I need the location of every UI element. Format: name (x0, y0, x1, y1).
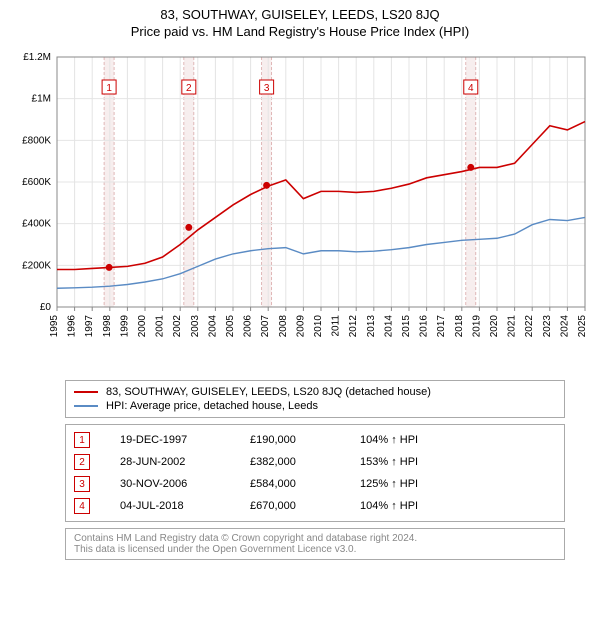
svg-text:2011: 2011 (331, 315, 342, 337)
marker-pct: 104% ↑ HPI (360, 434, 460, 446)
svg-text:2022: 2022 (524, 315, 535, 338)
footer-line1: Contains HM Land Registry data © Crown c… (74, 533, 556, 544)
marker-row: 2 28-JUN-2002 £382,000 153% ↑ HPI (74, 451, 556, 473)
svg-text:2002: 2002 (172, 315, 183, 338)
marker-table: 1 19-DEC-1997 £190,000 104% ↑ HPI 2 28-JUN-20… (65, 424, 565, 522)
svg-text:2020: 2020 (489, 315, 500, 338)
svg-text:2007: 2007 (260, 315, 271, 338)
marker-pct: 125% ↑ HPI (360, 478, 460, 490)
legend-label: 83, SOUTHWAY, GUISELEY, LEEDS, LS20 8JQ … (106, 386, 431, 398)
footer-attribution: Contains HM Land Registry data © Crown c… (65, 528, 565, 560)
marker-number-box: 1 (74, 432, 90, 448)
svg-text:2023: 2023 (542, 315, 553, 338)
svg-text:2004: 2004 (207, 315, 218, 338)
svg-text:1998: 1998 (102, 315, 113, 338)
svg-text:£1.2M: £1.2M (23, 52, 51, 63)
marker-price: £670,000 (250, 500, 330, 512)
svg-text:2000: 2000 (137, 315, 148, 338)
marker-price: £382,000 (250, 456, 330, 468)
marker-pct: 104% ↑ HPI (360, 500, 460, 512)
marker-number-box: 4 (74, 498, 90, 514)
svg-text:2019: 2019 (471, 315, 482, 338)
page-title: 83, SOUTHWAY, GUISELEY, LEEDS, LS20 8JQ (5, 7, 595, 22)
svg-text:2010: 2010 (313, 315, 324, 338)
svg-text:2005: 2005 (225, 315, 236, 338)
legend-item: HPI: Average price, detached house, Leed… (74, 399, 556, 413)
svg-text:2006: 2006 (243, 315, 254, 338)
svg-text:£800K: £800K (22, 135, 51, 146)
svg-text:£200K: £200K (22, 260, 51, 271)
svg-text:2012: 2012 (348, 315, 359, 338)
marker-date: 30-NOV-2006 (120, 478, 220, 490)
svg-text:2025: 2025 (577, 315, 588, 338)
svg-text:£1M: £1M (32, 94, 51, 105)
marker-number-box: 2 (74, 454, 90, 470)
svg-text:2017: 2017 (436, 315, 447, 338)
svg-text:3: 3 (264, 83, 270, 94)
svg-text:2013: 2013 (366, 315, 377, 338)
marker-date: 28-JUN-2002 (120, 456, 220, 468)
legend-swatch (74, 391, 98, 393)
svg-text:2014: 2014 (383, 315, 394, 338)
svg-text:2024: 2024 (559, 315, 570, 338)
svg-text:2015: 2015 (401, 315, 412, 338)
svg-text:£400K: £400K (22, 219, 51, 230)
svg-text:2: 2 (186, 83, 192, 94)
svg-text:2018: 2018 (454, 315, 465, 338)
marker-row: 1 19-DEC-1997 £190,000 104% ↑ HPI (74, 429, 556, 451)
svg-text:2009: 2009 (295, 315, 306, 338)
marker-date: 19-DEC-1997 (120, 434, 220, 446)
svg-text:2008: 2008 (278, 315, 289, 338)
legend-label: HPI: Average price, detached house, Leed… (106, 400, 318, 412)
svg-text:2021: 2021 (507, 315, 518, 338)
footer-line2: This data is licensed under the Open Gov… (74, 544, 556, 555)
svg-text:1: 1 (106, 83, 112, 94)
legend: 83, SOUTHWAY, GUISELEY, LEEDS, LS20 8JQ … (65, 380, 565, 418)
legend-item: 83, SOUTHWAY, GUISELEY, LEEDS, LS20 8JQ … (74, 385, 556, 399)
marker-price: £190,000 (250, 434, 330, 446)
page-subtitle: Price paid vs. HM Land Registry's House … (5, 24, 595, 39)
svg-text:1995: 1995 (49, 315, 60, 338)
marker-date: 04-JUL-2018 (120, 500, 220, 512)
legend-swatch (74, 405, 98, 407)
marker-price: £584,000 (250, 478, 330, 490)
svg-text:1999: 1999 (119, 315, 130, 338)
svg-text:£600K: £600K (22, 177, 51, 188)
svg-text:2003: 2003 (190, 315, 201, 338)
price-chart: £0 £200K £400K £600K £800K £1M £1.2M 1995 1996 19… (5, 47, 595, 367)
marker-row: 4 04-JUL-2018 £670,000 104% ↑ HPI (74, 495, 556, 517)
marker-pct: 153% ↑ HPI (360, 456, 460, 468)
svg-text:1996: 1996 (67, 315, 78, 338)
marker-number-box: 3 (74, 476, 90, 492)
svg-text:£0: £0 (40, 302, 52, 313)
svg-text:2016: 2016 (419, 315, 430, 338)
marker-row: 3 30-NOV-2006 £584,000 125% ↑ HPI (74, 473, 556, 495)
svg-text:1997: 1997 (84, 315, 95, 338)
svg-text:4: 4 (468, 83, 474, 94)
svg-text:2001: 2001 (155, 315, 166, 338)
